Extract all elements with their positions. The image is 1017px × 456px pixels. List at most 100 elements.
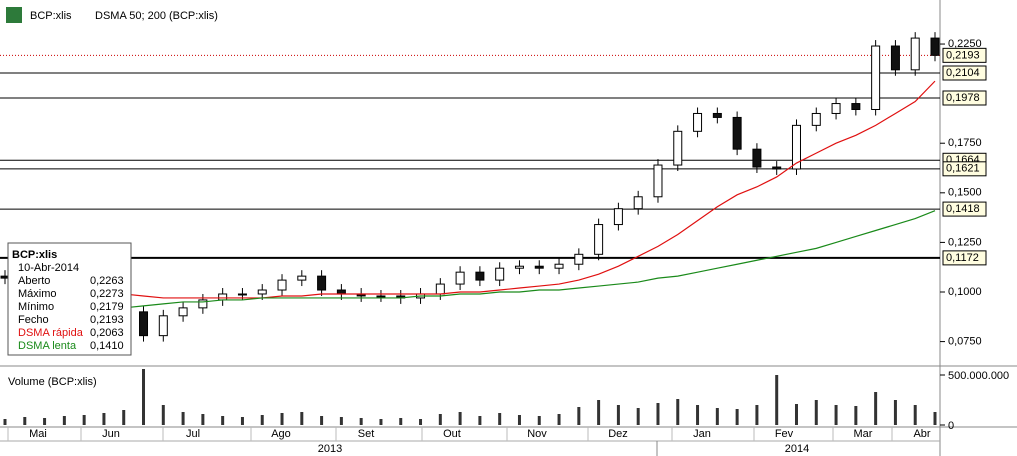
month-label: Fev [775, 428, 794, 440]
candle-body [693, 112, 703, 132]
volume-bar [755, 405, 759, 425]
level-label: 0,1418 [946, 203, 980, 215]
candle-body [455, 271, 465, 285]
info-key: Mínimo [18, 301, 54, 313]
candle-body [772, 166, 782, 170]
candle-body [277, 279, 287, 291]
level-label: 0,1621 [946, 163, 980, 175]
symbol-label[interactable]: BCP:xlis [30, 10, 72, 22]
volume-bar [557, 414, 561, 425]
info-value: 0,2193 [90, 314, 124, 326]
legend-entry: DSMA lenta [18, 340, 77, 352]
y-tick-label: 0,2250 [948, 38, 982, 50]
info-value: 0,1410 [90, 340, 124, 352]
candle-body [791, 124, 801, 170]
volume-bar [656, 403, 660, 425]
volume-bar [359, 418, 363, 425]
candle-body [376, 295, 386, 298]
level-box [942, 47, 987, 63]
month-label: Jun [102, 428, 120, 440]
volume-bar [43, 418, 47, 425]
volume-bar [280, 413, 284, 425]
info-value: 0,2273 [90, 288, 124, 300]
volume-bar [62, 416, 66, 425]
level-label: 0,2104 [946, 67, 980, 79]
candle-body [218, 293, 228, 301]
volume-bar [221, 416, 225, 425]
volume-bar [696, 405, 700, 425]
volume-bar [735, 409, 739, 425]
y-tick-label: 0,0750 [948, 335, 982, 347]
volume-bar [834, 405, 838, 425]
month-label: Dez [608, 428, 628, 440]
volume-bar [616, 405, 620, 425]
volume-bar [339, 417, 343, 425]
volume-bar [82, 415, 86, 425]
candle-body [752, 148, 762, 168]
volume-bar [379, 419, 383, 425]
candle-body [237, 293, 247, 296]
candle-body [673, 130, 683, 166]
volume-bar [913, 405, 917, 425]
volume-bar [478, 416, 482, 425]
y-tick-label: 0,1750 [948, 137, 982, 149]
volume-bar [320, 416, 324, 425]
month-label: Mai [29, 428, 47, 440]
volume-title[interactable]: Volume (BCP:xlis) [8, 376, 97, 388]
candle-body [633, 196, 643, 210]
month-label: Mar [854, 428, 873, 440]
candle-body [554, 263, 564, 269]
candle-body [158, 315, 168, 337]
info-title: BCP:xlis [12, 249, 57, 261]
month-label: Jan [693, 428, 711, 440]
volume-bar [102, 413, 106, 425]
volume-bar [893, 400, 897, 425]
volume-bar [161, 405, 165, 425]
level-label: 0,1172 [946, 252, 979, 264]
candle-body [257, 289, 267, 295]
candle-body [594, 224, 604, 255]
info-key: Fecho [18, 314, 49, 326]
candle-body [653, 164, 663, 198]
level-box [942, 201, 987, 217]
symbol-icon[interactable] [6, 7, 22, 23]
candle-body [732, 116, 742, 150]
candle-body [613, 208, 623, 226]
level-box [942, 250, 987, 266]
candle-body [871, 45, 881, 110]
volume-bar [3, 419, 7, 425]
volume-bar [399, 418, 403, 425]
volume-bar [636, 408, 640, 425]
candle-body [514, 265, 524, 269]
volume-bar [597, 400, 601, 425]
candle-body [831, 103, 841, 114]
volume-bar [438, 414, 442, 425]
volume-bar [300, 412, 304, 425]
volume-bar [240, 417, 244, 425]
info-value: 0,2179 [90, 301, 124, 313]
candle-body [139, 311, 149, 337]
year-label: 2014 [785, 443, 809, 455]
candle-body [198, 299, 208, 309]
volume-bar [676, 399, 680, 425]
volume-bar [419, 419, 423, 425]
volume-tick-label: 0 [948, 420, 954, 432]
indicator-label[interactable]: DSMA 50; 200 (BCP:xlis) [95, 10, 218, 22]
month-label: Abr [913, 428, 930, 440]
y-tick-label: 0,1000 [948, 286, 982, 298]
level-label: 0,1978 [946, 92, 980, 104]
volume-bar [794, 404, 798, 425]
candle-body [297, 275, 307, 281]
candle-body [495, 267, 505, 281]
volume-bar [201, 414, 205, 425]
info-key: Máximo [18, 288, 57, 300]
volume-bar [458, 412, 462, 425]
ma-line [123, 210, 936, 309]
volume-bar [23, 417, 27, 425]
y-tick-label: 0,1250 [948, 236, 982, 248]
month-label: Nov [527, 428, 547, 440]
volume-bar [874, 392, 878, 425]
volume-bar [260, 415, 264, 425]
